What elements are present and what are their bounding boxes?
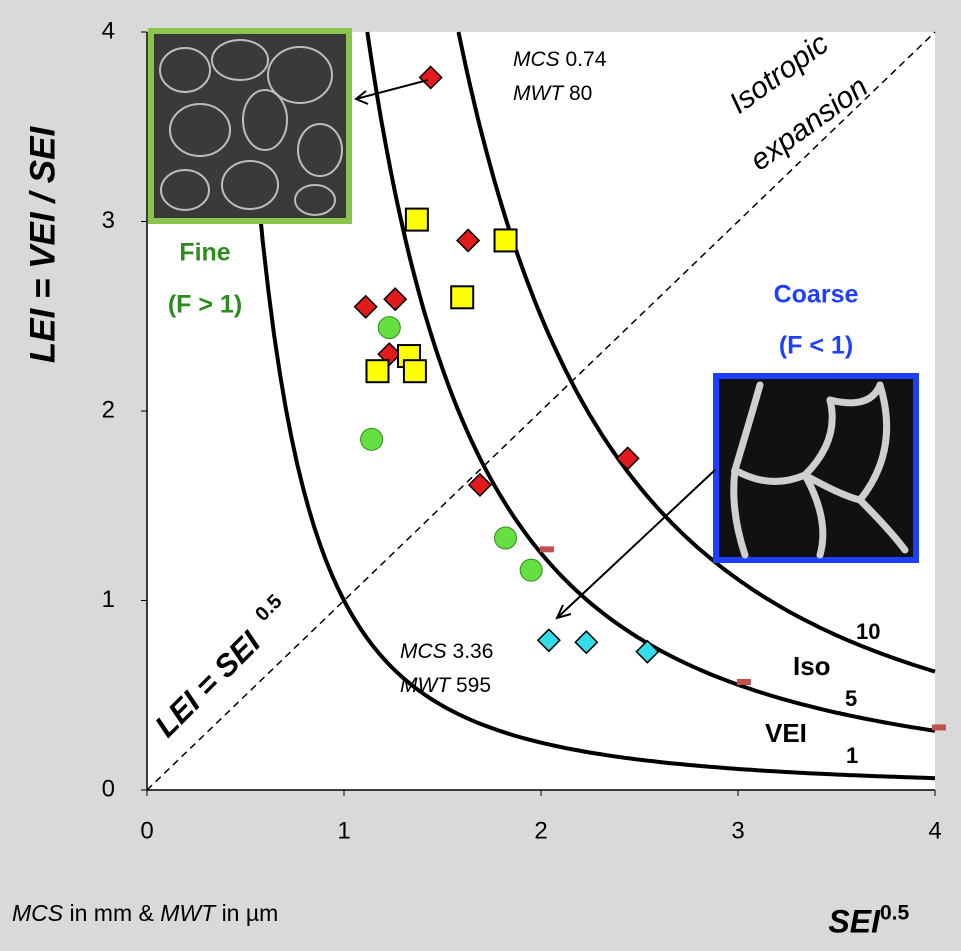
x-axis-label-exponent: 0.5: [880, 902, 910, 925]
annotation-part: MCS: [513, 48, 560, 71]
annotation-part: 0.74: [566, 48, 607, 71]
y-axis-label: LEI = VEI / SEI: [23, 126, 62, 364]
annotation-part: 3.36: [453, 640, 494, 663]
circle-marker: [361, 428, 383, 450]
annotation: Fine: [179, 239, 230, 267]
dash-marker: [737, 679, 751, 685]
annotation-part: MCS: [400, 640, 447, 663]
curve-label: 1: [846, 743, 858, 768]
annotation: (F < 1): [779, 332, 853, 360]
curve-label: 10: [856, 619, 880, 644]
square-marker: [495, 229, 517, 251]
x-axis-label: SEI: [828, 903, 881, 939]
note-part: MCS: [12, 900, 64, 926]
annotation: MWT 595: [400, 674, 491, 697]
note-part: MWT: [160, 900, 217, 926]
y-tick-label: 0: [102, 775, 115, 802]
circle-marker: [520, 559, 542, 581]
annotation: MCS 3.36: [400, 640, 493, 663]
note-part: in µm: [222, 900, 279, 926]
annotation: MCS 0.74: [513, 48, 607, 71]
y-tick-label: 3: [102, 207, 115, 234]
y-tick-label: 1: [102, 586, 115, 613]
square-marker: [366, 360, 388, 382]
square-marker: [406, 209, 428, 231]
circle-marker: [495, 527, 517, 549]
curve-title: Iso: [793, 651, 831, 681]
annotation-part: MWT: [513, 82, 565, 105]
fine-micrograph: [151, 31, 349, 221]
square-marker: [451, 286, 473, 308]
annotation-part: 595: [456, 674, 491, 697]
x-tick-label: 2: [534, 817, 547, 844]
dash-marker: [932, 724, 946, 730]
annotation-part: 80: [569, 82, 592, 105]
x-tick-label: 3: [731, 817, 744, 844]
x-tick-label: 0: [140, 817, 153, 844]
annotation: (F > 1): [168, 291, 242, 319]
x-tick-label: 4: [928, 817, 941, 844]
circle-marker: [378, 317, 400, 339]
x-tick-label: 1: [337, 817, 350, 844]
dash-marker: [540, 546, 554, 552]
y-tick-label: 4: [102, 17, 115, 44]
annotation: Coarse: [774, 281, 859, 309]
note-part: in mm &: [70, 900, 154, 926]
chart: LEI = VEI / SEI SEI 0.5 MCS in mm & MWT …: [0, 0, 961, 951]
square-marker: [404, 360, 426, 382]
annotation: MWT 80: [513, 82, 592, 105]
coarse-micrograph: [716, 376, 916, 560]
note: MCS in mm & MWT in µm: [12, 900, 278, 926]
curve-title: VEI: [765, 718, 807, 748]
y-tick-label: 2: [102, 396, 115, 423]
annotation-part: MWT: [400, 674, 452, 697]
curve-label: 5: [845, 686, 857, 711]
